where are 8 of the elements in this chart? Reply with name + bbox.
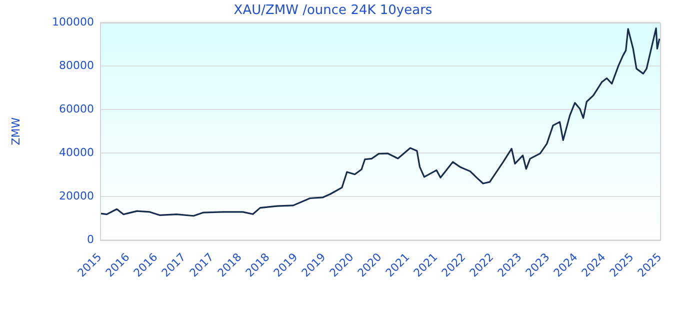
y-tick-label: 20000 bbox=[59, 189, 94, 202]
y-tick-label: 100000 bbox=[52, 15, 94, 28]
y-tick-label: 60000 bbox=[59, 102, 94, 116]
y-tick-label: 40000 bbox=[59, 146, 94, 159]
y-tick-label: 80000 bbox=[59, 58, 94, 72]
y-axis-title: ZMW bbox=[9, 117, 22, 146]
y-tick-label: 0 bbox=[87, 232, 94, 246]
chart-title: XAU/ZMW /ounce 24K 10years bbox=[234, 3, 432, 18]
